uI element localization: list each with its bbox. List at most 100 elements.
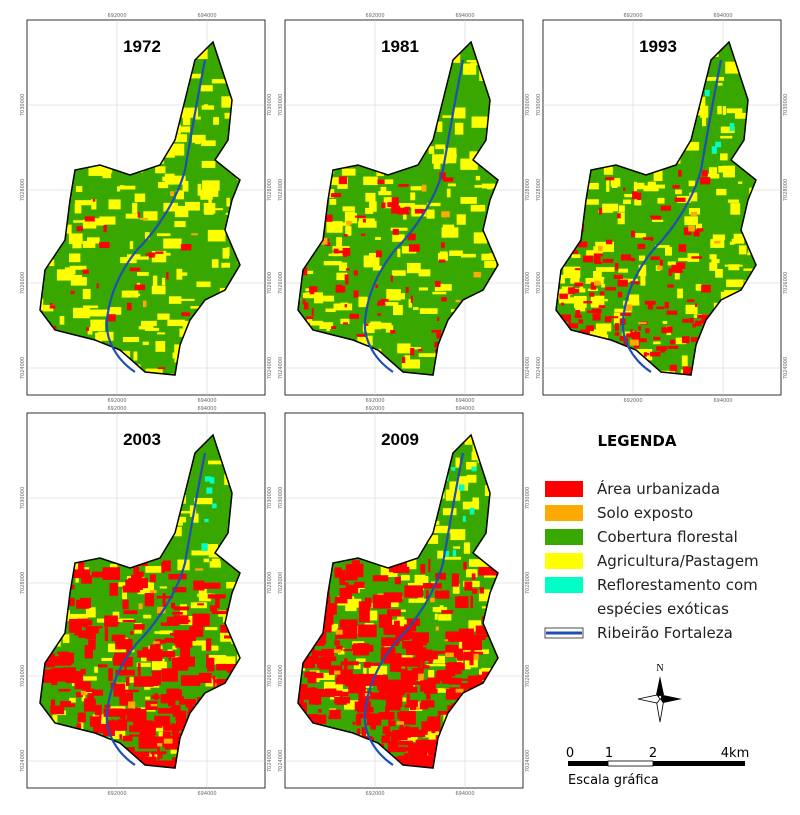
- urban-patch: [357, 643, 364, 652]
- urban-patch: [643, 352, 647, 357]
- urban-patch: [410, 295, 413, 303]
- agriculture-patch: [137, 582, 155, 595]
- urban-patch: [406, 679, 414, 688]
- bare-soil-patch: [150, 703, 158, 707]
- urban-patch: [387, 609, 401, 617]
- urban-patch: [201, 582, 221, 589]
- agriculture-patch: [624, 193, 640, 198]
- urban-patch: [302, 267, 308, 276]
- reforestation-patch: [212, 503, 217, 509]
- urban-patch: [154, 715, 170, 726]
- agriculture-patch: [419, 308, 438, 314]
- agriculture-patch: [332, 251, 346, 257]
- agriculture-patch: [380, 186, 387, 195]
- urban-patch: [635, 338, 647, 343]
- urban-patch: [389, 697, 401, 711]
- agriculture-patch: [75, 200, 93, 206]
- agriculture-patch: [571, 254, 581, 259]
- urban-patch: [589, 292, 595, 297]
- urban-patch: [645, 352, 650, 356]
- urban-patch: [463, 561, 467, 570]
- agriculture-patch: [137, 272, 149, 276]
- urban-patch: [632, 191, 638, 200]
- urban-patch: [392, 685, 402, 688]
- agriculture-patch: [176, 268, 183, 280]
- agriculture-patch: [400, 736, 418, 742]
- agriculture-patch: [353, 663, 361, 670]
- urban-patch: [123, 610, 138, 615]
- urban-patch: [382, 726, 391, 734]
- agriculture-patch: [323, 681, 343, 694]
- agriculture-patch: [122, 588, 127, 600]
- urban-patch: [205, 638, 212, 651]
- urban-patch: [631, 257, 636, 262]
- urban-patch: [404, 704, 414, 708]
- urban-patch: [438, 259, 446, 263]
- agriculture-patch: [734, 112, 748, 119]
- agriculture-patch: [367, 603, 377, 608]
- reforestation-patch: [729, 123, 735, 131]
- urban-patch: [168, 653, 172, 662]
- urban-patch: [145, 253, 156, 256]
- agriculture-patch: [200, 85, 213, 92]
- agriculture-patch: [595, 323, 612, 332]
- agriculture-patch: [236, 654, 240, 663]
- urban-patch: [441, 297, 447, 302]
- urban-patch: [181, 312, 190, 317]
- urban-patch: [602, 258, 614, 263]
- urban-patch: [144, 592, 155, 607]
- urban-patch: [162, 593, 166, 608]
- urban-patch: [644, 300, 656, 305]
- agriculture-patch: [611, 183, 618, 188]
- agriculture-patch: [653, 170, 663, 182]
- scale-tick-label: 1: [605, 746, 613, 761]
- urban-patch: [344, 658, 348, 670]
- agriculture-patch: [365, 207, 374, 214]
- agriculture-patch: [182, 181, 189, 192]
- agriculture-patch: [82, 288, 91, 300]
- urban-patch: [605, 287, 617, 291]
- agriculture-patch: [96, 618, 107, 623]
- urban-patch: [318, 708, 322, 713]
- legend-swatch: [545, 505, 583, 521]
- agriculture-patch: [340, 318, 350, 324]
- urban-patch: [399, 721, 404, 735]
- agriculture-patch: [167, 319, 185, 327]
- agriculture-patch: [342, 206, 355, 212]
- agriculture-patch: [196, 281, 211, 288]
- urban-patch: [317, 714, 327, 724]
- urban-patch: [615, 263, 619, 271]
- urban-patch: [638, 326, 641, 331]
- agriculture-patch: [191, 550, 206, 556]
- urban-patch: [88, 639, 96, 650]
- agriculture-patch: [586, 182, 599, 190]
- urban-patch: [74, 681, 91, 690]
- urban-patch: [394, 620, 400, 634]
- agriculture-patch: [145, 696, 151, 700]
- agriculture-patch: [367, 323, 375, 334]
- urban-patch: [617, 213, 621, 219]
- urban-patch: [332, 691, 349, 697]
- urban-patch: [135, 571, 144, 578]
- agriculture-patch: [82, 690, 101, 695]
- agriculture-patch: [358, 220, 377, 228]
- urban-patch: [436, 670, 452, 681]
- agriculture-patch: [82, 676, 97, 681]
- agriculture-patch: [617, 212, 625, 225]
- agriculture-patch: [59, 316, 65, 325]
- urban-patch: [337, 250, 347, 254]
- urban-patch: [478, 567, 498, 576]
- agriculture-patch: [432, 291, 447, 295]
- agriculture-patch: [733, 233, 745, 244]
- agriculture-patch: [563, 266, 581, 279]
- urban-patch: [405, 287, 409, 293]
- agriculture-patch: [40, 298, 44, 311]
- basin-outline: [297, 433, 499, 769]
- agriculture-patch: [98, 331, 114, 341]
- agriculture-patch: [369, 201, 377, 212]
- urban-patch: [681, 336, 690, 344]
- agriculture-patch: [177, 298, 195, 301]
- agriculture-patch: [378, 191, 392, 196]
- agriculture-patch: [82, 219, 97, 229]
- agriculture-patch: [418, 269, 431, 277]
